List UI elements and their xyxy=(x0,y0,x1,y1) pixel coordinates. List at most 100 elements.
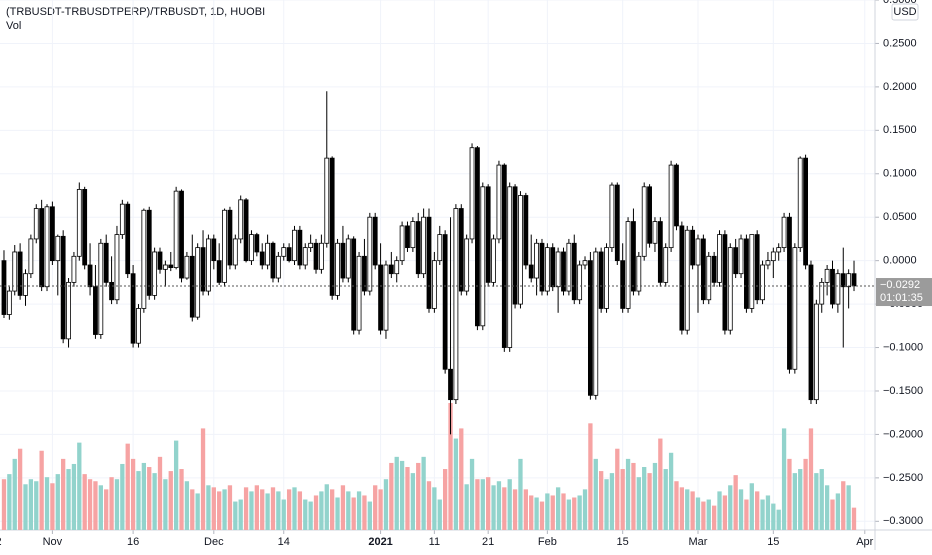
volume-bar xyxy=(120,463,125,530)
candle-body xyxy=(254,234,260,253)
candle-body xyxy=(93,286,98,335)
candle-body xyxy=(808,264,814,401)
last-price-box xyxy=(876,278,932,307)
candle-body xyxy=(335,242,340,296)
candle-body xyxy=(227,209,233,266)
candle-body xyxy=(211,238,217,262)
volume-bar xyxy=(50,483,55,530)
candle-body xyxy=(324,157,330,244)
candle-body xyxy=(399,225,405,262)
candle-body xyxy=(830,268,835,305)
candle-body xyxy=(442,234,448,370)
candle-body xyxy=(216,260,222,283)
volume-bar xyxy=(765,495,771,530)
volume-bar xyxy=(717,491,722,530)
candle-body xyxy=(162,264,168,270)
volume-bar xyxy=(362,495,367,530)
candle-body xyxy=(593,251,599,396)
candle-body xyxy=(448,368,453,401)
volume-bar xyxy=(507,479,512,530)
last-price-label: −0.0292 xyxy=(880,279,920,291)
volume-bar xyxy=(249,491,254,530)
candle-body xyxy=(491,238,496,283)
candle-body xyxy=(749,234,755,309)
candle-body xyxy=(555,251,561,288)
y-tick-label: 0.1000 xyxy=(883,168,917,180)
volume-bar xyxy=(399,460,405,530)
candle-body xyxy=(652,221,658,244)
candle-body xyxy=(727,247,733,331)
candle-body xyxy=(507,186,513,348)
grid-layer xyxy=(0,0,875,530)
volume-bar xyxy=(599,471,604,530)
volume-bar xyxy=(292,487,297,530)
volume-bar xyxy=(351,497,356,530)
volume-bar xyxy=(17,448,23,530)
volume-bar xyxy=(663,469,668,530)
volume-bar xyxy=(217,491,222,530)
volume-bar xyxy=(98,485,103,530)
candle-body xyxy=(173,190,179,269)
candle-body xyxy=(388,264,394,275)
candle-body xyxy=(625,221,631,309)
candle-body xyxy=(598,251,604,309)
volume-bar xyxy=(545,493,550,530)
x-tick-label: 15 xyxy=(617,536,629,548)
candle-body xyxy=(512,186,518,305)
candle-body xyxy=(50,206,55,262)
candle-body xyxy=(717,234,722,283)
volume-bar xyxy=(448,403,453,530)
volume-bar xyxy=(71,463,77,530)
candle-body xyxy=(146,209,152,296)
volume-bar xyxy=(265,493,270,530)
volume-bar xyxy=(453,438,459,530)
volume-bar xyxy=(588,423,593,530)
volume-bar xyxy=(324,484,329,530)
volume-bar xyxy=(405,467,410,530)
candle-body xyxy=(485,186,491,283)
candle-body xyxy=(674,164,679,227)
candle-body xyxy=(383,264,389,331)
candle-body xyxy=(733,247,739,275)
volume-bar xyxy=(383,479,389,530)
candle-body xyxy=(550,247,556,288)
volume-bar xyxy=(566,499,572,530)
volume-bar xyxy=(238,499,243,530)
volume-bar xyxy=(23,484,28,530)
candle-body xyxy=(571,242,577,301)
volume-bar xyxy=(550,495,555,530)
volume-bar xyxy=(685,489,690,530)
volume-bar xyxy=(636,477,641,530)
volume-bar xyxy=(114,479,120,530)
candle-body xyxy=(109,281,114,301)
candle-body xyxy=(614,184,620,262)
candle-body xyxy=(631,221,636,292)
volume-bar xyxy=(157,456,163,530)
candle-body xyxy=(157,251,163,270)
volume-bar xyxy=(416,462,421,530)
candle-body xyxy=(367,216,373,292)
candle-body xyxy=(824,268,830,283)
volume-bar xyxy=(141,462,147,530)
candle-body xyxy=(362,255,367,292)
volume-bar xyxy=(211,487,216,530)
volume-bar xyxy=(642,467,647,530)
volume-bar xyxy=(555,487,561,530)
volume-bar xyxy=(851,507,857,530)
volume-bar xyxy=(319,491,324,530)
volume-bar xyxy=(432,487,437,530)
candle-body xyxy=(711,255,717,283)
volume-bar xyxy=(755,491,760,530)
volume-bar xyxy=(389,462,394,530)
candle-body xyxy=(281,247,287,257)
y-tick-label: 0.2500 xyxy=(883,37,917,49)
candle-body xyxy=(636,255,642,292)
volume-bar xyxy=(561,493,566,530)
candle-body xyxy=(695,238,701,266)
volume-bar xyxy=(491,485,496,530)
candle-body xyxy=(469,147,475,240)
volume-bar xyxy=(109,477,114,530)
volume-bar xyxy=(394,456,399,530)
candle-body xyxy=(1,260,7,315)
